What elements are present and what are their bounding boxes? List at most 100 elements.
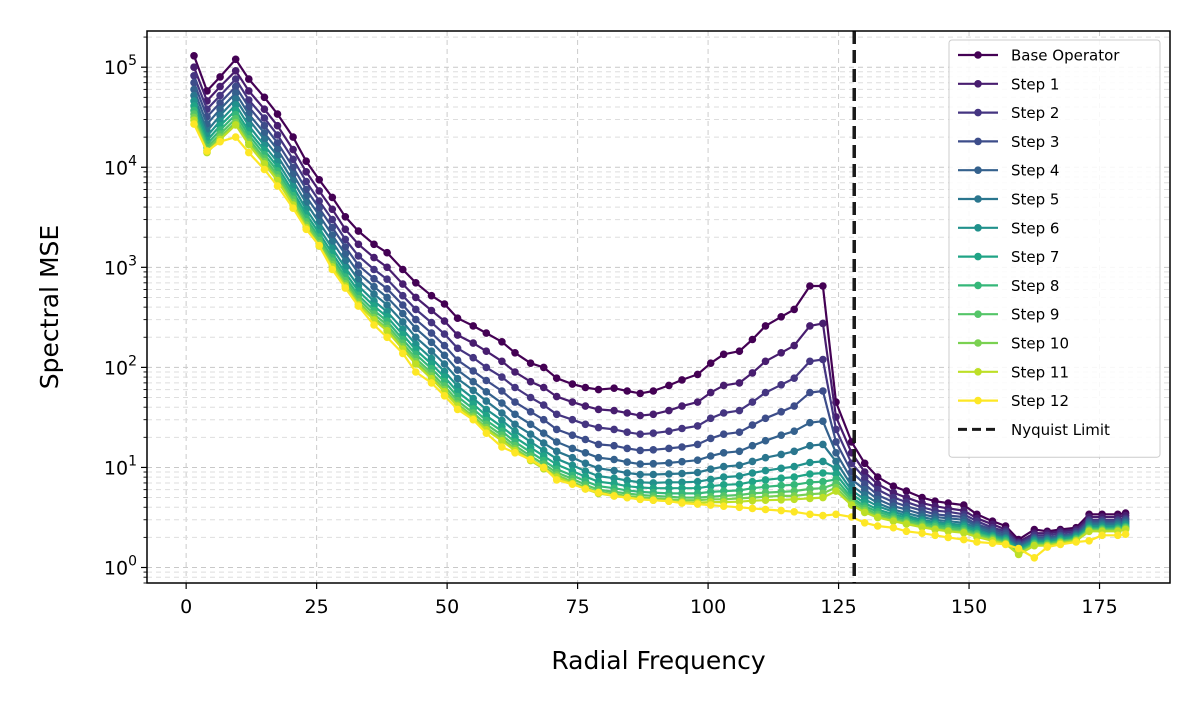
data-point: [354, 240, 363, 249]
data-point: [370, 321, 378, 329]
data-point: [216, 99, 224, 107]
data-point: [328, 205, 337, 214]
legend-marker: [974, 166, 982, 174]
data-point: [469, 415, 478, 424]
data-point: [412, 368, 420, 376]
data-point: [1072, 538, 1080, 546]
data-point: [790, 462, 798, 471]
legend-entry: Step 4: [958, 162, 1059, 180]
data-point: [748, 421, 757, 429]
legend-label: Step 10: [1011, 335, 1069, 353]
data-point: [315, 197, 324, 205]
x-tick-label: 25: [305, 596, 329, 618]
y-tick-exponent: 0: [128, 554, 137, 570]
legend-entry: Step 12: [958, 392, 1069, 410]
data-point: [1121, 530, 1130, 538]
data-point: [860, 485, 869, 494]
data-point: [806, 388, 814, 397]
data-point: [761, 388, 770, 397]
legend-entry: Step 10: [958, 335, 1069, 353]
data-point: [370, 282, 378, 291]
legend-label: Step 6: [1011, 219, 1059, 237]
data-point: [777, 431, 785, 440]
data-point: [748, 457, 757, 466]
data-point: [594, 453, 603, 462]
data-point: [190, 78, 198, 87]
data-point: [1114, 531, 1122, 540]
data-point: [636, 495, 644, 504]
data-point: [354, 302, 363, 310]
data-point: [665, 427, 673, 436]
data-point: [412, 360, 420, 368]
legend: Base Operator Step 1 Step 2 Step 3 Step 4 Ste…: [948, 39, 1161, 458]
data-point: [610, 466, 618, 475]
data-point: [482, 376, 491, 385]
data-point: [482, 405, 491, 414]
data-point: [190, 91, 198, 100]
legend-label: Step 9: [1011, 306, 1059, 324]
data-point: [581, 383, 590, 392]
y-tick-exponent: 2: [128, 353, 137, 369]
legend-entry: Nyquist Limit: [958, 421, 1110, 439]
data-point: [706, 452, 715, 460]
data-point: [482, 329, 491, 337]
data-point: [427, 347, 436, 356]
data-point: [610, 384, 618, 393]
legend-label: Step 1: [1011, 75, 1059, 93]
data-point: [427, 379, 436, 387]
data-point: [665, 497, 673, 506]
data-point: [315, 241, 324, 250]
y-tick-base: 10: [104, 457, 128, 479]
data-point: [469, 367, 478, 375]
legend-box: [948, 39, 1161, 458]
data-point: [819, 387, 827, 395]
data-point: [552, 425, 561, 434]
data-point: [260, 93, 269, 102]
data-point: [777, 408, 785, 416]
data-point: [1014, 544, 1023, 553]
data-point: [370, 253, 378, 262]
data-point: [260, 114, 269, 122]
data-point: [623, 476, 631, 485]
data-point: [399, 265, 407, 274]
data-point: [649, 470, 658, 479]
data-point: [552, 374, 561, 383]
data-point: [719, 502, 728, 511]
data-point: [539, 439, 548, 447]
data-point: [568, 380, 577, 388]
data-point: [819, 440, 827, 449]
y-tick-label: 102: [104, 353, 137, 379]
data-point: [216, 105, 224, 113]
data-point: [216, 111, 224, 120]
legend-label: Step 12: [1011, 392, 1069, 410]
data-point: [511, 398, 519, 406]
data-point: [526, 359, 535, 368]
data-point: [735, 461, 744, 470]
data-point: [399, 309, 407, 318]
data-point: [735, 480, 744, 489]
data-point: [806, 470, 814, 478]
data-point: [610, 492, 618, 500]
data-point: [819, 493, 827, 502]
data-point: [790, 427, 798, 436]
data-point: [960, 501, 968, 509]
data-point: [973, 538, 981, 546]
data-point: [735, 447, 744, 456]
data-point: [302, 177, 311, 186]
data-point: [581, 449, 590, 457]
data-point: [790, 481, 798, 489]
data-point: [649, 479, 658, 487]
data-point: [498, 443, 506, 451]
data-point: [315, 187, 324, 195]
data-point: [832, 438, 840, 446]
data-point: [273, 182, 282, 190]
data-point: [806, 282, 814, 290]
data-point: [453, 344, 462, 353]
legend-marker: [974, 310, 982, 319]
data-point: [498, 387, 506, 395]
data-point: [552, 476, 561, 484]
data-point: [231, 82, 240, 91]
data-point: [302, 225, 311, 234]
data-point: [383, 263, 391, 272]
data-point: [678, 402, 686, 410]
